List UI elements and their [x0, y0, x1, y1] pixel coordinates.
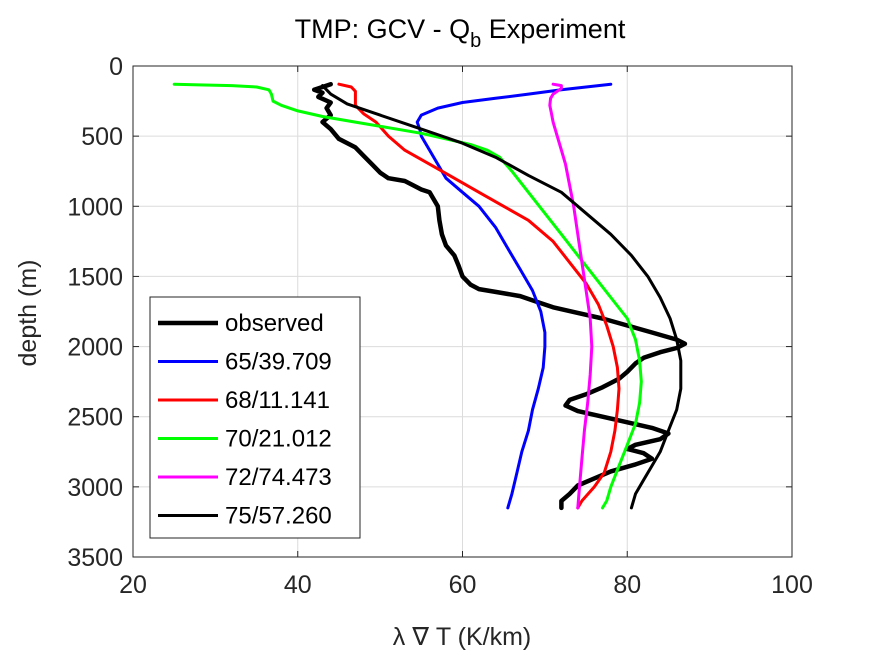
legend-entry-3: 70/21.012 — [225, 426, 332, 453]
series-line-1 — [415, 82, 613, 510]
y-tick-label: 0 — [109, 53, 123, 81]
x-axis-label: λ ∇ T (K/km) — [393, 623, 531, 651]
legend: observed 65/39.709 68/11.141 70/21.012 72/74… — [149, 296, 361, 539]
chart-title-rest: Experiment — [481, 14, 626, 44]
x-tick-label: 80 — [613, 571, 641, 599]
y-tick-label: 2500 — [67, 404, 123, 432]
x-tick-label: 100 — [771, 571, 813, 599]
chart-title-main: TMP: GCV - Q — [295, 14, 471, 44]
chart-title: TMP: GCV - Qb Experiment — [295, 14, 626, 52]
x-tick-label: 40 — [284, 571, 312, 599]
y-tick-label: 1000 — [67, 193, 123, 221]
series-line-0 — [311, 81, 688, 511]
legend-box — [149, 296, 361, 539]
legend-entry-4: 72/74.473 — [225, 464, 332, 491]
y-tick-label: 3000 — [67, 474, 123, 502]
series-line-2 — [337, 82, 621, 510]
x-tick-label: 60 — [449, 571, 477, 599]
legend-entry-0: observed — [225, 310, 324, 337]
legend-entry-1: 65/39.709 — [225, 349, 332, 376]
y-axis-label: depth (m) — [14, 260, 42, 367]
legend-entry-5: 75/57.260 — [225, 503, 332, 530]
legend-entry-2: 68/11.141 — [225, 387, 330, 414]
series-line-4 — [548, 82, 594, 510]
series-line-5 — [321, 84, 683, 510]
y-tick-label: 3500 — [67, 544, 123, 572]
x-tick-label: 20 — [119, 571, 147, 599]
y-tick-label: 1500 — [67, 263, 123, 291]
y-tick-label: 2000 — [67, 334, 123, 362]
series-line-3 — [172, 82, 643, 510]
series-group — [172, 81, 688, 511]
y-tick-label: 500 — [81, 123, 123, 151]
chart-title-subscript: b — [470, 30, 481, 52]
